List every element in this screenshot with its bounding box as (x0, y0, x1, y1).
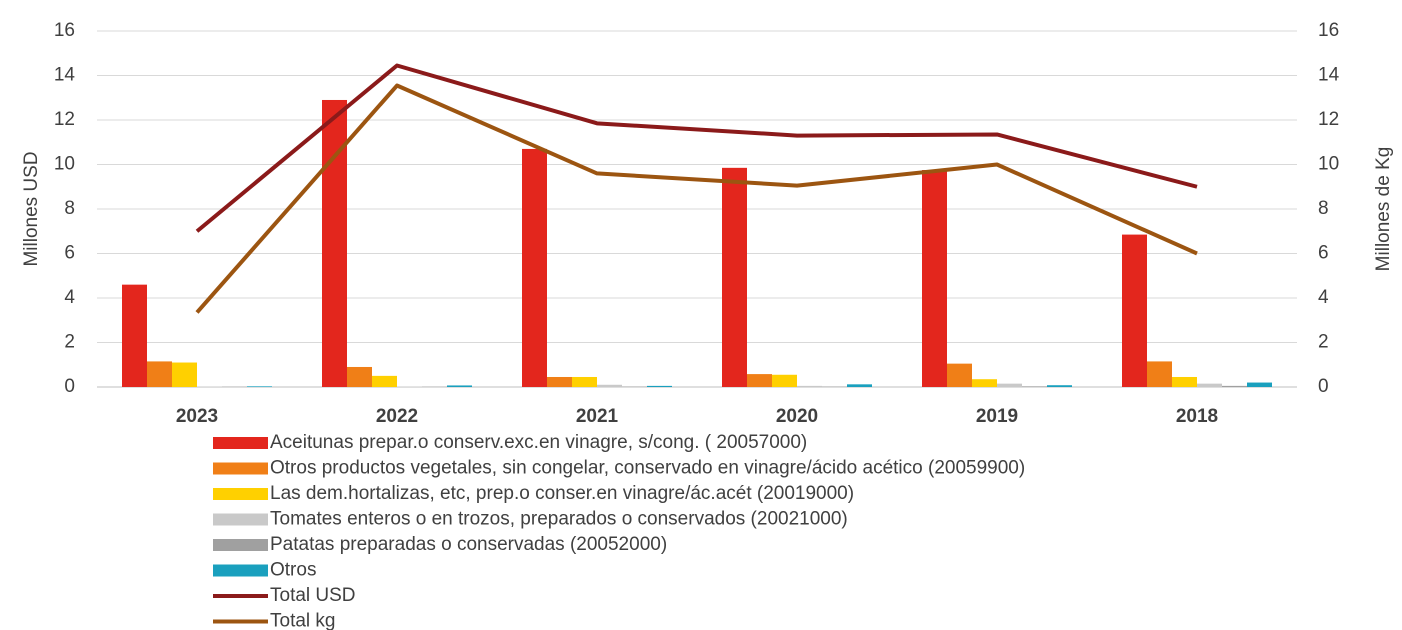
y-axis-label: Millones USD (21, 151, 42, 266)
line-series (195, 83, 1198, 314)
y-tick-label: 10 (54, 154, 75, 175)
bar (122, 284, 147, 387)
legend-label: Total kg (270, 611, 335, 630)
bar (1197, 383, 1222, 387)
bar (1222, 385, 1247, 387)
bar (172, 362, 197, 387)
bar (1022, 386, 1047, 387)
x-tick-label: 2020 (776, 406, 818, 427)
bar (547, 376, 572, 387)
y2-tick-label: 0 (1318, 376, 1329, 397)
legend-swatch (213, 513, 268, 526)
legend-swatch (213, 462, 268, 475)
bar (322, 99, 347, 387)
bar (247, 386, 272, 387)
bar (572, 376, 597, 387)
y2-tick-label: 14 (1318, 65, 1340, 86)
y-tick-label: 14 (54, 65, 76, 86)
legend-swatch (213, 564, 268, 577)
y-tick-label: 12 (54, 109, 75, 130)
y-tick-label: 0 (64, 376, 75, 397)
bar (447, 385, 472, 387)
x-tick-label: 2022 (376, 406, 418, 427)
y2-tick-label: 8 (1318, 198, 1329, 219)
x-tick-label: 2021 (576, 406, 619, 427)
bar (997, 383, 1022, 387)
y2-tick-label: 2 (1318, 332, 1329, 353)
bar (972, 379, 997, 387)
bar (1122, 234, 1147, 387)
bar (847, 384, 872, 387)
legend-swatch (213, 488, 268, 500)
bar (722, 167, 747, 387)
legend-swatch (213, 539, 268, 551)
x-tick-label: 2018 (1176, 406, 1218, 427)
legend-label: Total USD (270, 585, 356, 606)
legend-swatch (213, 437, 268, 449)
bar (772, 374, 797, 387)
legend-label: Otros productos vegetales, sin congelar,… (270, 458, 1025, 479)
bar (347, 366, 372, 387)
bar (1247, 382, 1272, 387)
y2-tick-label: 6 (1318, 243, 1329, 264)
bar (1172, 376, 1197, 387)
bar (372, 375, 397, 387)
legend-label: Otros (270, 560, 316, 581)
legend-label: Tomates enteros o en trozos, preparados … (270, 509, 848, 530)
y2-tick-label: 4 (1318, 287, 1329, 308)
y-tick-label: 16 (54, 20, 75, 41)
line-series (195, 63, 1198, 233)
legend-label: Las dem.hortalizas, etc, prep.o conser.e… (270, 483, 854, 504)
bar (947, 363, 972, 387)
y-tick-label: 8 (64, 198, 75, 219)
y-tick-label: 2 (64, 332, 75, 353)
bar (922, 170, 947, 387)
y-tick-label: 6 (64, 243, 75, 264)
y-tick-label: 4 (64, 287, 75, 308)
bar (1147, 361, 1172, 387)
y2-tick-label: 12 (1318, 109, 1339, 130)
legend-label: Aceitunas prepar.o conserv.exc.en vinagr… (270, 432, 807, 453)
y2-tick-label: 10 (1318, 154, 1339, 175)
bar (597, 384, 622, 387)
bar (522, 148, 547, 387)
bar (647, 385, 672, 387)
x-tick-label: 2019 (976, 406, 1018, 427)
legend-label: Patatas preparadas o conservadas (200520… (270, 534, 667, 555)
y2-axis-label: Millones de Kg (1373, 147, 1394, 272)
bar (797, 385, 822, 387)
bar (1047, 385, 1072, 387)
bar (147, 361, 172, 387)
y2-tick-label: 16 (1318, 20, 1339, 41)
bar (747, 374, 772, 387)
x-tick-label: 2023 (176, 406, 218, 427)
